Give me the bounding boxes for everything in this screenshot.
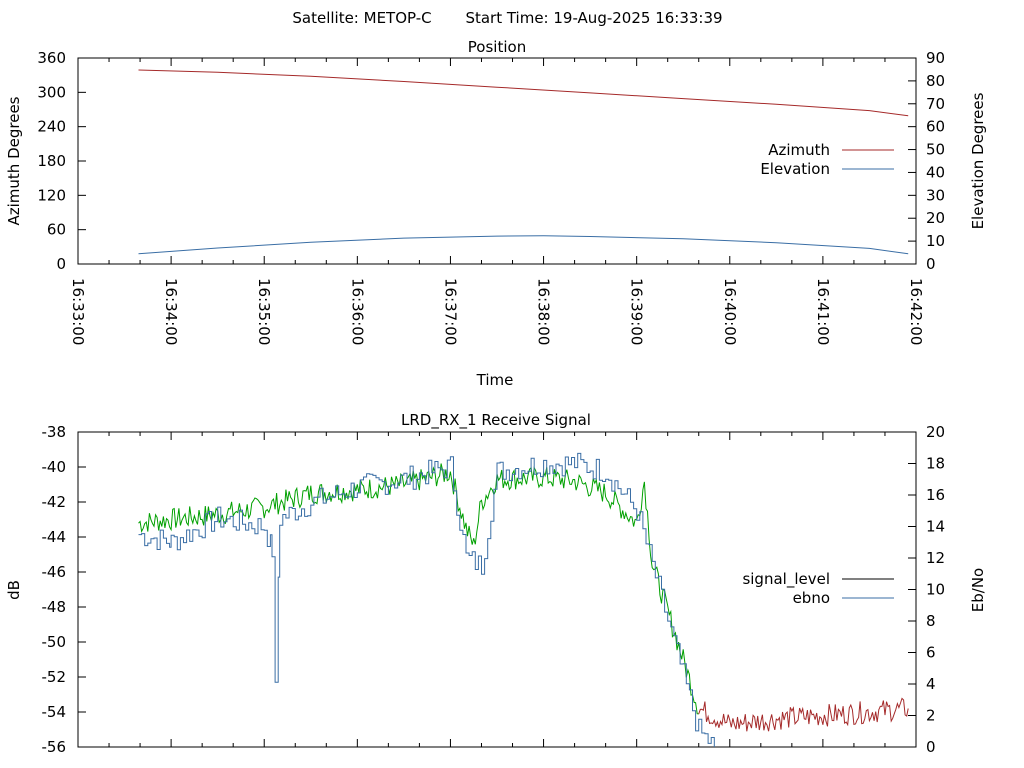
header-start-time: Start Time: 19-Aug-2025 16:33:39 bbox=[465, 9, 722, 27]
x-tick-label: 16:33:00 bbox=[69, 278, 87, 345]
y2-tick-label: 40 bbox=[926, 163, 945, 181]
y-tick-label: 60 bbox=[47, 221, 66, 239]
y2-tick-label: 14 bbox=[926, 518, 945, 536]
y2-tick-label: 4 bbox=[926, 675, 936, 693]
y-tick-label: -52 bbox=[42, 668, 67, 686]
y-tick-label: -50 bbox=[42, 633, 67, 651]
legend-label-azimuth: Azimuth bbox=[768, 141, 830, 159]
y-tick-label: -54 bbox=[42, 703, 67, 721]
position-chart: Position Time Azimuth Degrees Elevation … bbox=[5, 38, 987, 389]
y-tick-label: 300 bbox=[37, 83, 66, 101]
x-tick-label: 16:34:00 bbox=[162, 278, 180, 345]
y-tick-label: -48 bbox=[42, 598, 67, 616]
x-tick-label: 16:41:00 bbox=[814, 278, 832, 345]
y2-tick-label: 16 bbox=[926, 486, 945, 504]
x-tick-label: 16:37:00 bbox=[441, 278, 459, 345]
signal-chart: LRD_RX_1 Receive Signal dB Eb/No -38 -40 -… bbox=[5, 411, 987, 756]
position-chart-ylabel: Azimuth Degrees bbox=[5, 96, 23, 225]
y-tick-label: -56 bbox=[42, 738, 67, 756]
y2-tick-label: 0 bbox=[926, 255, 936, 273]
y2-tick-label: 20 bbox=[926, 423, 945, 441]
series-line-signal-level-high bbox=[138, 463, 699, 715]
y2-tick-label: 80 bbox=[926, 72, 945, 90]
y2-tick-label: 8 bbox=[926, 612, 936, 630]
legend-label-signal-level: signal_level bbox=[742, 570, 830, 589]
y2-tick-label: 2 bbox=[926, 707, 936, 725]
y-tick-label: -42 bbox=[42, 493, 67, 511]
legend-label-ebno: ebno bbox=[793, 589, 830, 607]
y2-tick-label: 60 bbox=[926, 118, 945, 136]
signal-chart-title: LRD_RX_1 Receive Signal bbox=[401, 411, 591, 430]
y-tick-label: 120 bbox=[37, 186, 66, 204]
series-line-ebno bbox=[138, 452, 715, 747]
x-tick-label: 16:35:00 bbox=[255, 278, 273, 345]
series-line-azimuth bbox=[138, 69, 909, 117]
y2-tick-label: 50 bbox=[926, 141, 945, 159]
y-tick-label: -40 bbox=[42, 458, 67, 476]
signal-chart-ylabel: dB bbox=[5, 580, 23, 600]
y-tick-label: -44 bbox=[42, 528, 67, 546]
x-tick-label: 16:39:00 bbox=[628, 278, 646, 345]
position-chart-title: Position bbox=[468, 38, 526, 56]
y2-tick-label: 30 bbox=[926, 186, 945, 204]
y2-tick-label: 20 bbox=[926, 209, 945, 227]
signal-chart-y2label: Eb/No bbox=[969, 568, 987, 612]
y-tick-label: 360 bbox=[37, 49, 66, 67]
y2-tick-label: 10 bbox=[926, 581, 945, 599]
y-tick-label: 0 bbox=[56, 255, 66, 273]
position-chart-xlabel: Time bbox=[476, 371, 514, 389]
x-tick-label: 16:38:00 bbox=[535, 278, 553, 345]
y2-tick-label: 6 bbox=[926, 644, 936, 662]
y2-tick-label: 18 bbox=[926, 455, 945, 473]
y-tick-label: -38 bbox=[42, 423, 67, 441]
position-chart-y2label: Elevation Degrees bbox=[969, 92, 987, 229]
series-line-elevation bbox=[138, 235, 909, 255]
x-tick-label: 16:36:00 bbox=[348, 278, 366, 345]
x-tick-label: 16:40:00 bbox=[721, 278, 739, 345]
y2-tick-label: 70 bbox=[926, 95, 945, 113]
legend-label-elevation: Elevation bbox=[760, 160, 830, 178]
y-tick-label: 240 bbox=[37, 118, 66, 136]
y2-tick-label: 0 bbox=[926, 738, 936, 756]
y2-tick-label: 12 bbox=[926, 549, 945, 567]
y2-tick-label: 10 bbox=[926, 232, 945, 250]
y2-tick-label: 90 bbox=[926, 49, 945, 67]
series-line-signal-level-low bbox=[698, 697, 909, 732]
header-satellite: Satellite: METOP-C bbox=[292, 9, 431, 27]
y-tick-label: -46 bbox=[42, 563, 67, 581]
x-tick-label: 16:42:00 bbox=[907, 278, 925, 345]
y-tick-label: 180 bbox=[37, 152, 66, 170]
